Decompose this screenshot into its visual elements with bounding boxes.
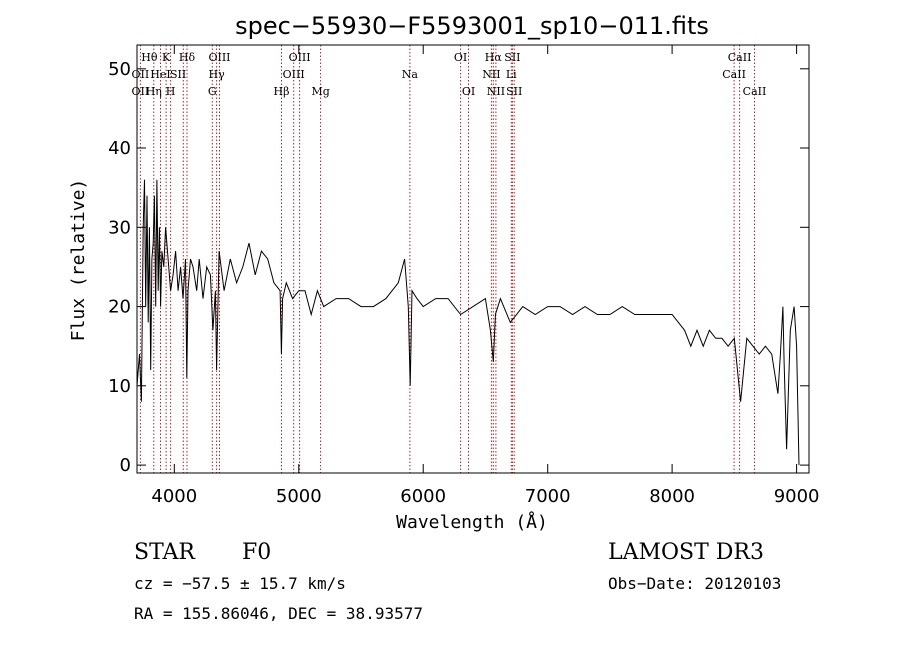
emission-line-markers [139,45,755,473]
line-label-20: H [166,85,176,98]
line-label-2: Hδ [179,51,196,64]
line-label-0: Hθ [141,51,158,64]
line-label-1: K [162,51,171,64]
line-label-11: SII [170,68,186,81]
line-label-26: SII [506,85,522,98]
line-label-5: OI [454,51,467,64]
line-label-13: OIII [283,68,305,81]
ra-dec-coordinates: RA = 155.86046, DEC = 38.93577 [134,604,423,623]
plot-frame [136,44,810,474]
line-label-12: Hγ [209,68,226,81]
line-label-16: Li [506,68,517,81]
y-tick-label-0: 0 [120,455,131,476]
line-label-25: NII [487,85,505,98]
x-tick-label-1: 5000 [276,486,322,507]
object-subclass: F0 [242,540,272,565]
line-label-6: Hα [485,51,503,64]
y-tick-label-3: 30 [108,217,131,238]
line-label-15: NII [482,68,500,81]
y-axis-ticks: 0 10 20 30 40 50 [108,59,809,476]
redshift-velocity: cz = −57.5 ± 15.7 km/s [134,574,346,593]
line-label-24: OI [462,85,475,98]
x-tick-label-5: 9000 [774,486,820,507]
line-label-21: G [208,85,217,98]
line-label-17: CaII [722,68,746,81]
line-label-27: CaII [743,85,767,98]
x-axis-ticks: 4000 5000 6000 7000 8000 9000 [151,45,820,507]
x-tick-label-2: 6000 [400,486,446,507]
x-tick-label-4: 8000 [649,486,695,507]
line-label-3: OIII [208,51,230,64]
observation-date: Obs−Date: 20120103 [608,574,782,593]
line-label-8: CaII [728,51,752,64]
x-axis-label: Wavelength (Å) [396,511,548,533]
line-label-22: Hβ [274,85,290,98]
line-label-9: OII [132,68,150,81]
line-label-19: Hη [146,85,162,98]
y-axis-label: Flux (relative) [68,179,89,342]
line-label-18: OII [132,85,150,98]
y-tick-label-4: 40 [108,138,131,159]
y-tick-label-5: 50 [108,59,131,80]
y-tick-label-1: 10 [108,376,131,397]
flux-series-line [136,179,800,466]
x-tick-label-0: 4000 [151,486,197,507]
object-class: STAR [134,540,195,565]
chart-title: spec−55930−F5593001_sp10−011.fits [235,12,709,40]
line-label-10: HeI [150,68,170,81]
line-label-4: OIII [289,51,311,64]
survey-name: LAMOST DR3 [608,540,764,565]
y-tick-label-2: 20 [108,297,131,318]
line-label-14: Na [402,68,419,81]
x-tick-label-3: 7000 [525,486,571,507]
line-label-23: Mg [311,85,329,98]
line-label-7: SII [504,51,520,64]
